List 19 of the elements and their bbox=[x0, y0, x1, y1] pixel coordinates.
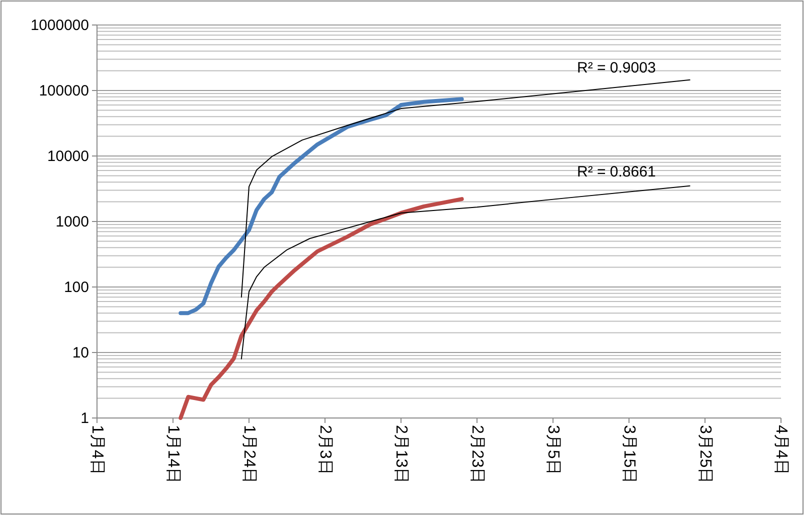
y-tick-label: 1000 bbox=[56, 214, 89, 230]
y-tick-label: 1 bbox=[80, 410, 89, 427]
x-tick-label: 3月25日 bbox=[696, 425, 714, 484]
x-tick-label: 2月23日 bbox=[468, 425, 486, 484]
y-tick-label: 10000 bbox=[47, 148, 89, 165]
y-tick-label: 100 bbox=[64, 279, 89, 296]
y-tick-label: 10 bbox=[72, 344, 89, 362]
x-tick-label: 1月4日 bbox=[88, 425, 106, 475]
x-tick-label: 4月4日 bbox=[772, 425, 790, 475]
x-tick-label: 3月15日 bbox=[620, 425, 638, 484]
x-tick-label: 3月5日 bbox=[544, 425, 562, 475]
x-tick-label: 1月24日 bbox=[240, 425, 258, 484]
x-tick-label: 2月13日 bbox=[392, 425, 410, 484]
x-tick-label: 1月14日 bbox=[164, 425, 182, 484]
annotation: R² = 0.9003 bbox=[577, 60, 656, 76]
x-tick-label: 2月3日 bbox=[316, 425, 334, 475]
y-tick-label: 100000 bbox=[38, 82, 89, 100]
annotation: R² = 0.8661 bbox=[577, 164, 656, 180]
y-tick-label: 1000000 bbox=[30, 17, 89, 34]
